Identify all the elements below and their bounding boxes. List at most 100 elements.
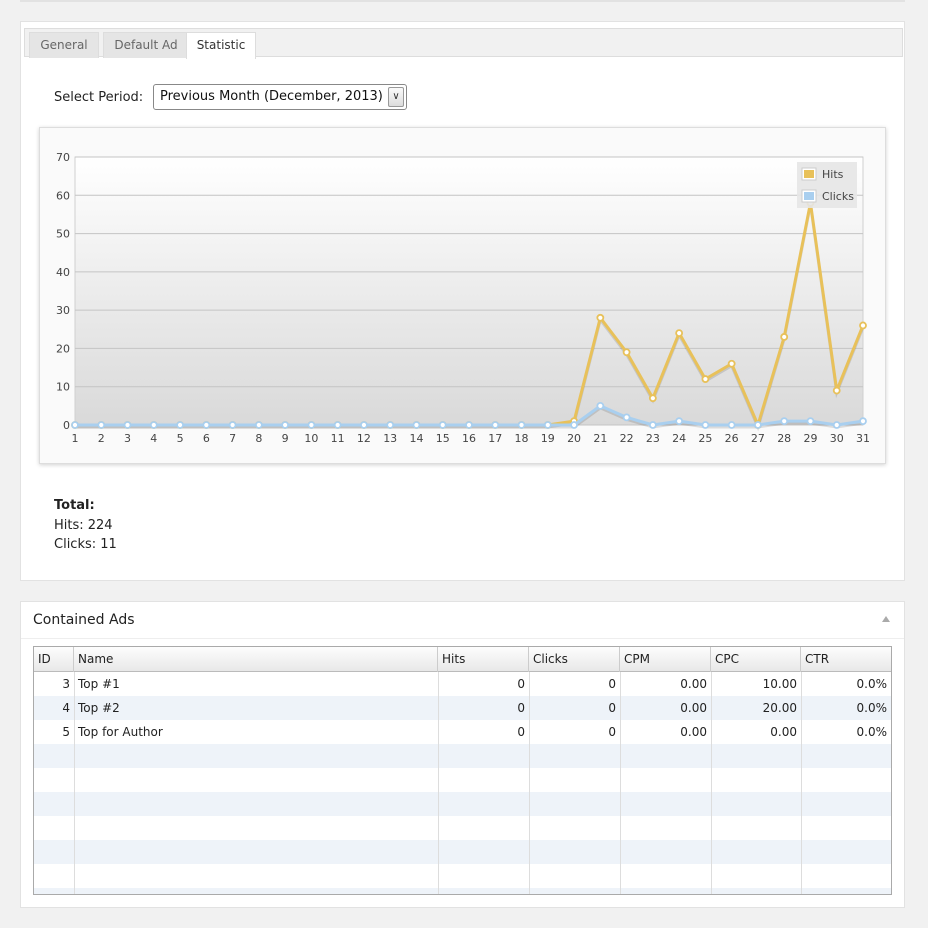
x-tick-label: 18 [515,432,529,445]
empty-table-row [34,768,891,792]
data-point-clicks [123,421,132,429]
legend-swatch-hits [804,170,814,178]
statistic-panel: General Default Ad Statistic Select Peri… [20,21,905,581]
column-divider [620,672,621,894]
x-tick-label: 14 [409,432,423,445]
data-point-clicks [438,421,447,429]
tab-default-ad[interactable]: Default Ad [103,32,189,58]
data-point-clicks [859,417,867,426]
data-point-clicks [307,421,316,429]
cell-ctr: 0.0% [856,701,888,715]
y-tick-label: 40 [56,266,70,279]
x-tick-label: 13 [383,432,397,445]
data-point-hits [701,375,710,383]
data-point-clicks [149,421,158,429]
column-header-cpm[interactable]: CPM [620,647,711,672]
y-tick-label: 50 [56,228,70,241]
column-header-hits[interactable]: Hits [438,647,529,672]
cell-cpm: 0.00 [680,725,707,739]
tab-general[interactable]: General [29,32,99,58]
x-tick-label: 23 [646,432,660,445]
data-point-clicks [754,421,762,429]
cell-hits: 0 [517,701,525,715]
totals-clicks: Clicks: 11 [54,537,117,552]
x-tick-label: 31 [856,432,870,445]
select-period-label: Select Period: [54,90,144,105]
top-divider [20,0,905,2]
tab-statistic[interactable]: Statistic [186,32,256,59]
x-tick-label: 28 [777,432,791,445]
period-select[interactable]: Previous Month (December, 2013) ∨ [153,84,407,110]
data-point-clicks [71,421,79,429]
column-divider [74,672,75,894]
data-point-clicks [780,417,789,426]
legend-label-hits: Hits [822,168,844,181]
y-tick-label: 30 [56,304,70,317]
column-header-clicks[interactable]: Clicks [529,647,620,672]
x-tick-label: 30 [830,432,844,445]
x-tick-label: 29 [803,432,817,445]
data-point-clicks [412,421,421,429]
cell-cpm: 0.00 [680,701,707,715]
ads-table: ID Name Hits Clicks CPM CPC CTR 3 Top #1 0… [33,646,892,895]
x-tick-label: 6 [203,432,210,445]
column-header-name[interactable]: Name [74,647,438,672]
data-point-clicks [622,413,631,422]
x-tick-label: 25 [698,432,712,445]
data-point-clicks [596,401,605,410]
x-tick-label: 9 [282,432,289,445]
data-point-hits [727,359,736,368]
cell-hits: 0 [517,725,525,739]
column-divider [711,672,712,894]
data-point-clicks [570,421,578,429]
y-tick-label: 0 [63,419,70,432]
data-point-clicks [202,421,211,429]
data-point-hits [832,386,841,395]
table-row[interactable]: 4 Top #2 0 0 0.00 20.00 0.0% [34,696,891,720]
data-point-clicks [97,421,106,429]
data-point-hits [596,313,605,322]
data-point-hits [675,329,684,338]
totals-block: Total: Hits: 224 Clicks: 11 [54,496,117,555]
cell-cpc: 20.00 [762,701,797,715]
empty-table-row [34,840,891,864]
empty-table-row [34,888,891,894]
table-row[interactable]: 3 Top #1 0 0 0.00 10.00 0.0% [34,672,891,696]
column-header-ctr[interactable]: CTR [805,652,830,666]
data-point-hits [780,333,789,341]
x-tick-label: 17 [488,432,502,445]
column-divider [438,672,439,894]
data-point-hits [648,394,657,403]
collapse-triangle-icon[interactable] [882,616,890,622]
ads-table-header: ID Name Hits Clicks CPM CPC CTR [34,647,891,672]
column-header-cpc[interactable]: CPC [711,647,801,672]
cell-cpc: 10.00 [762,677,797,691]
data-point-clicks [517,421,526,429]
data-point-clicks [675,417,684,426]
x-tick-label: 21 [593,432,607,445]
cell-name: Top for Author [78,725,163,739]
cell-ctr: 0.0% [856,725,888,739]
column-header-id[interactable]: ID [34,647,74,672]
y-tick-label: 60 [56,189,70,202]
x-tick-label: 2 [98,432,105,445]
x-tick-label: 4 [150,432,157,445]
chevron-down-icon[interactable]: ∨ [388,87,404,107]
x-tick-label: 3 [124,432,131,445]
contained-ads-panel: Contained Ads ID Name Hits Clicks CPM CP… [20,601,905,908]
contained-ads-header[interactable]: Contained Ads [21,602,904,639]
data-point-clicks [333,421,342,429]
table-row[interactable]: 5 Top for Author 0 0 0.00 0.00 0.0% [34,720,891,744]
contained-ads-title: Contained Ads [33,612,135,628]
cell-name: Top #2 [78,701,120,715]
statistics-chart: 0 10 20 30 40 50 60 70 1 2 3 4 5 6 7 8 9 10 11 12 13 14 15 16 17… [39,127,886,464]
empty-table-row [34,864,891,888]
x-tick-label: 12 [357,432,371,445]
empty-table-row [34,816,891,840]
data-point-clicks [465,421,473,429]
cell-hits: 0 [517,677,525,691]
x-tick-label: 8 [255,432,262,445]
x-tick-label: 1 [72,432,79,445]
cell-clicks: 0 [608,725,616,739]
